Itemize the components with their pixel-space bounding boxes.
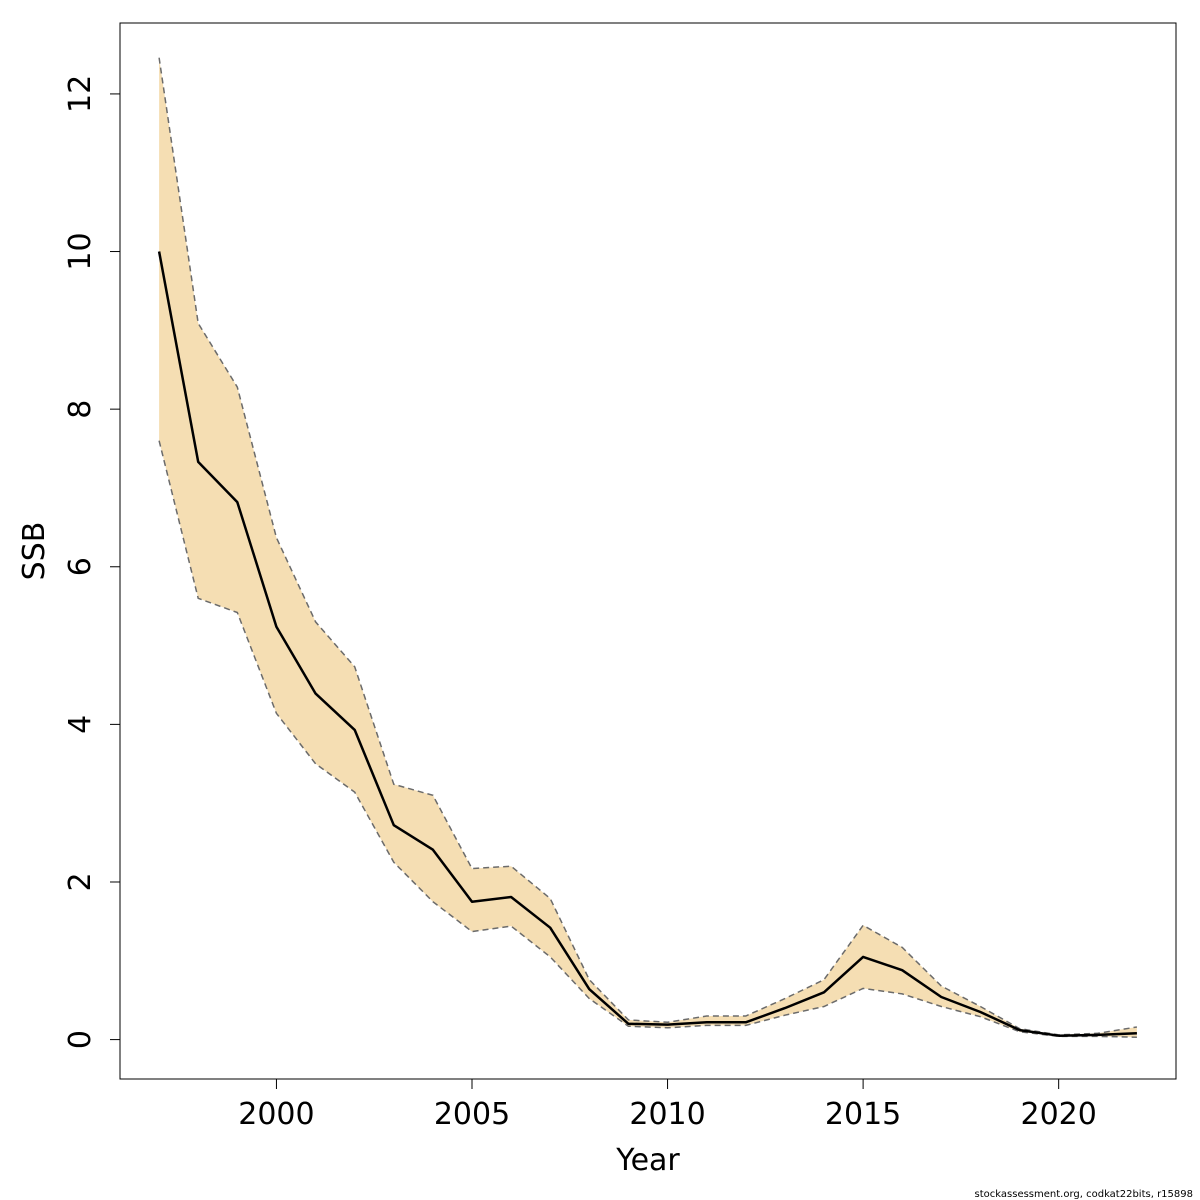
y-tick-label: 8 <box>63 400 98 419</box>
x-axis-label: Year <box>615 1143 680 1178</box>
y-axis: 0 2 4 6 8 10 12 <box>63 75 121 1049</box>
x-axis: 2000 2005 2010 2015 2020 <box>238 1078 1097 1132</box>
y-tick-label: 6 <box>63 557 98 576</box>
x-tick-label: 2010 <box>629 1097 705 1132</box>
y-axis-label: SSB <box>17 522 52 581</box>
series-line-layer <box>157 57 1138 1038</box>
ssb-estimate-line <box>157 251 1137 1037</box>
y-tick-label: 4 <box>63 715 98 734</box>
y-tick-label: 2 <box>63 872 98 891</box>
y-tick-label: 10 <box>63 232 98 270</box>
y-tick-label: 12 <box>63 75 98 113</box>
credit-text: stockassessment.org, codkat22bits, r1589… <box>975 1189 1193 1200</box>
lower-bound-line <box>158 440 1137 1038</box>
confidence-band-layer <box>159 57 1137 1038</box>
x-tick-label: 2000 <box>238 1097 314 1132</box>
upper-bound-line <box>158 57 1138 1036</box>
x-tick-label: 2005 <box>434 1097 510 1132</box>
x-tick-label: 2020 <box>1020 1097 1096 1132</box>
confidence-band <box>159 57 1137 1038</box>
x-tick-label: 2015 <box>825 1097 901 1132</box>
y-tick-label: 0 <box>63 1030 98 1049</box>
